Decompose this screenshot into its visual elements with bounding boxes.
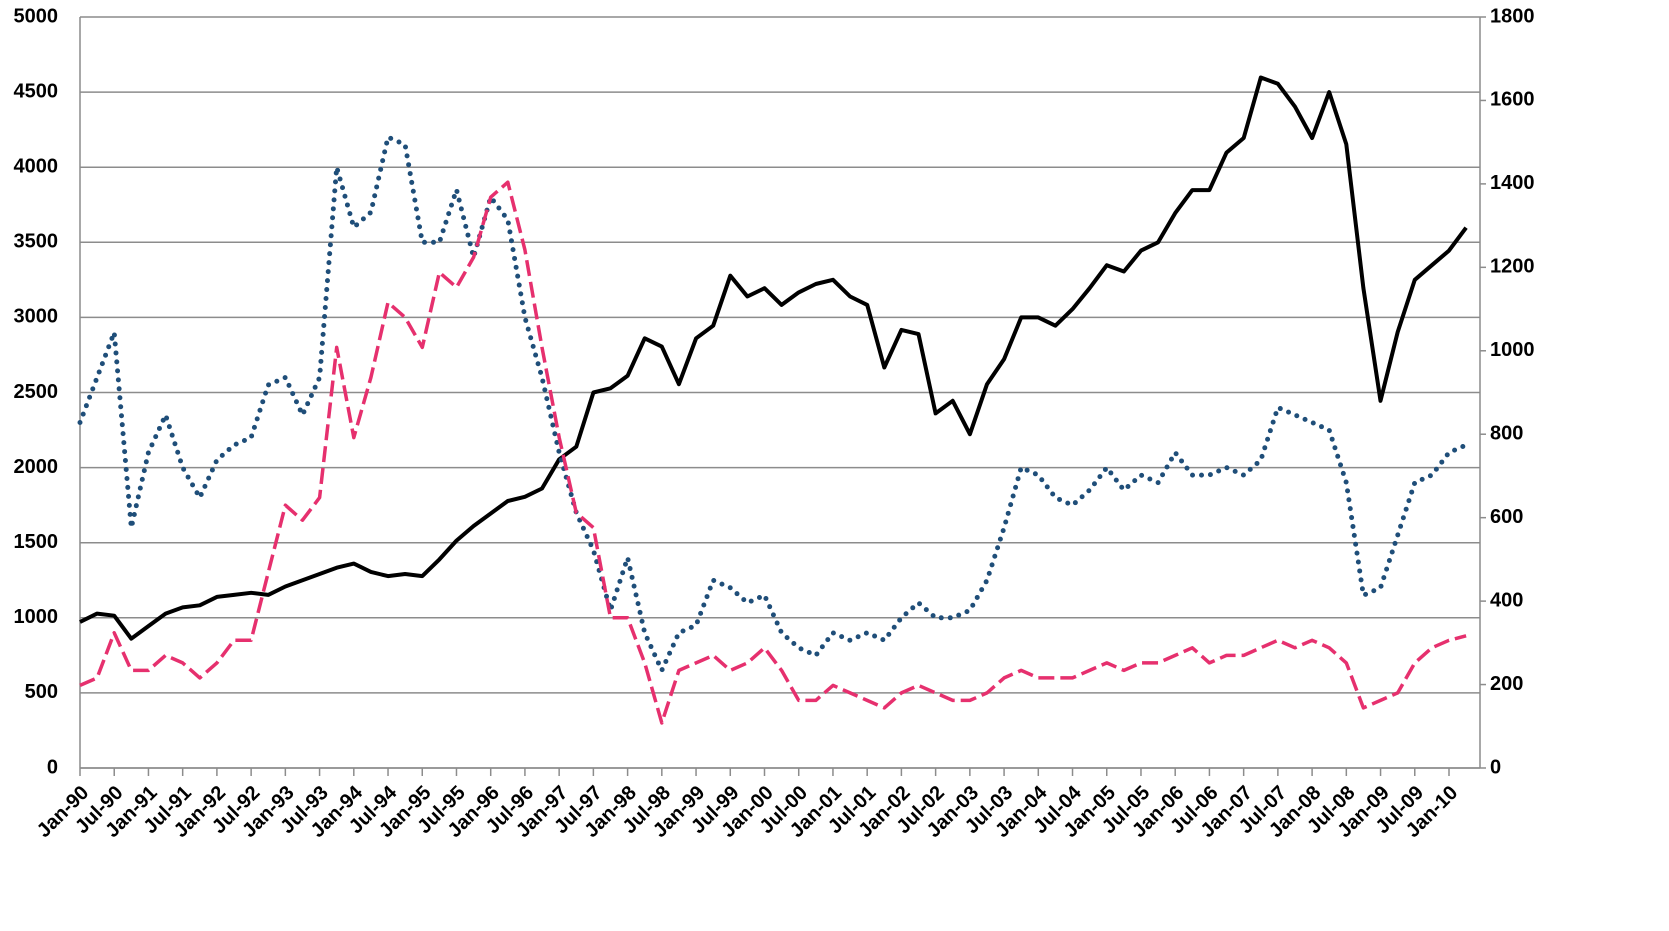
y-tick-label: 3500 [14,231,59,253]
y-tick-label: 1500 [14,531,59,553]
y-tick-label: 500 [25,681,58,703]
y2-tick-label: 1000 [1490,339,1535,361]
y-tick-label: 0 [47,756,58,778]
y2-tick-label: 400 [1490,589,1523,611]
series-line [77,134,1469,673]
y2-tick-label: 200 [1490,673,1523,695]
y-tick-label: 3000 [14,306,59,328]
series-line [79,180,1467,725]
y-tick-label: 4500 [14,80,59,102]
y-tick-label: 2500 [14,381,59,403]
y2-tick-label: 600 [1490,506,1523,528]
y2-tick-label: 800 [1490,423,1523,445]
y-tick-label: 4000 [14,155,59,177]
y2-tick-label: 1600 [1490,89,1535,111]
y2-tick-label: 1400 [1490,172,1535,194]
y2-tick-label: 0 [1490,756,1501,778]
series-line [79,75,1468,641]
y2-tick-label: 1200 [1490,256,1535,278]
y-tick-label: 2000 [14,456,59,478]
y2-tick-label: 1800 [1490,5,1535,27]
y-tick-label: 1000 [14,606,59,628]
y-tick-label: 5000 [14,5,59,27]
